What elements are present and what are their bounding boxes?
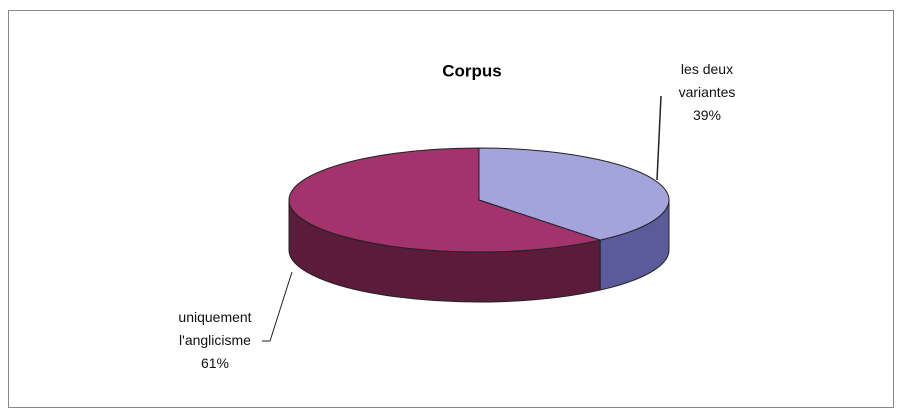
leader-line (656, 95, 662, 181)
chart-title: Corpus (442, 61, 502, 80)
slice-label: uniquement l'anglicisme 61% (160, 306, 270, 375)
category-label: les deux variantes (678, 61, 736, 100)
value-label: 61% (200, 355, 230, 371)
slice (288, 147, 602, 253)
leader-line (262, 271, 293, 342)
slice (478, 147, 670, 241)
chart-frame (8, 10, 894, 408)
category-label: uniquement l'anglicisme (178, 309, 252, 348)
value-label: 39% (692, 107, 722, 123)
slice-label: les deux variantes 39% (652, 58, 762, 127)
